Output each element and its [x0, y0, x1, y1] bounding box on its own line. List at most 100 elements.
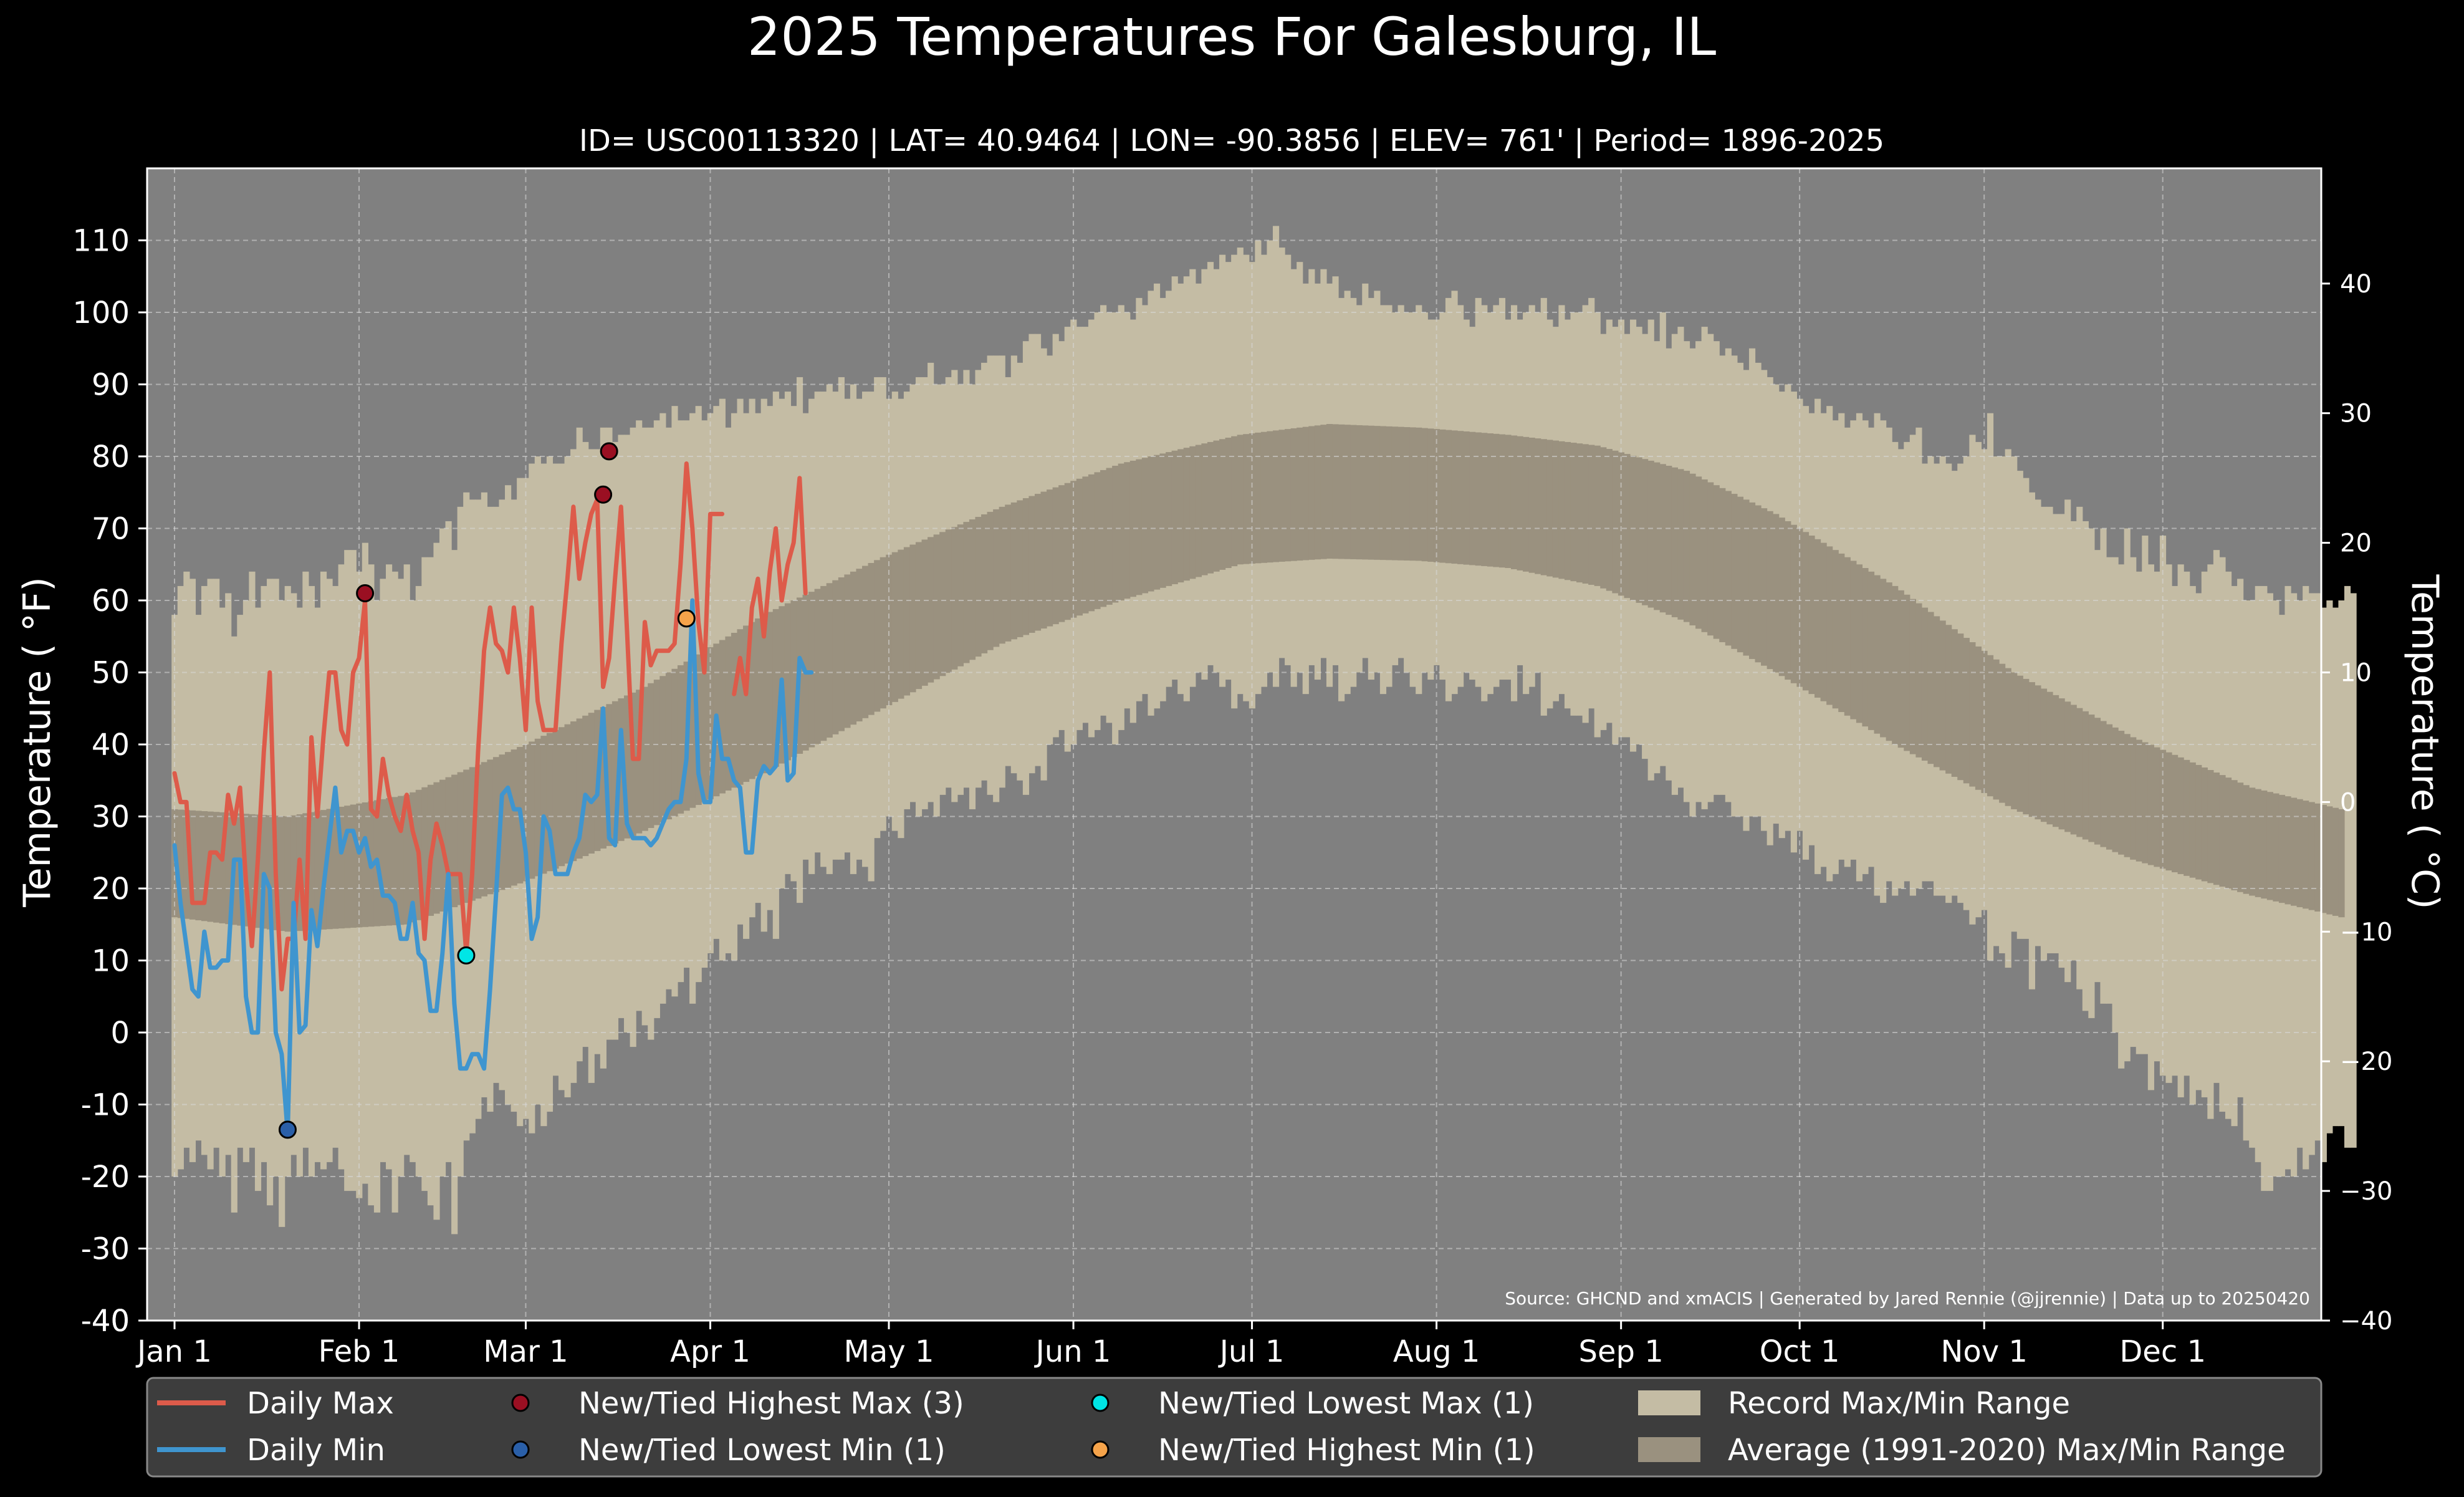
y-tick-label-left: 60 [92, 584, 130, 619]
normal-range-bar [1701, 479, 1708, 632]
normal-range-bar [909, 544, 916, 693]
y-tick-label-left: -10 [81, 1088, 130, 1123]
normal-range-bar [1308, 426, 1315, 560]
normal-range-bar [1094, 472, 1101, 609]
normal-range-bar [189, 810, 196, 920]
normal-range-bar [1255, 432, 1262, 564]
normal-range-bar [1469, 431, 1476, 566]
normal-range-bar [1558, 441, 1565, 579]
normal-range-bar [558, 727, 565, 867]
normal-range-bar [826, 583, 833, 738]
normal-range-bar [1642, 459, 1649, 605]
x-tick-label: Jan 1 [135, 1334, 212, 1369]
legend-box [146, 1377, 2323, 1478]
y-tick-label-left: 90 [92, 368, 130, 403]
record-marker [600, 442, 618, 461]
normal-range-bar [2213, 773, 2220, 885]
record-marker [457, 946, 476, 965]
normal-range-bar [951, 527, 958, 670]
normal-range-bar [891, 552, 898, 702]
normal-range-bar [1034, 494, 1042, 631]
normal-range-bar [636, 690, 643, 834]
normal-range-bar [2016, 675, 2023, 812]
normal-range-bar [1862, 568, 1869, 727]
normal-range-bar [1951, 629, 1958, 777]
normal-range-bar [1695, 476, 1702, 629]
normal-range-bar [760, 615, 767, 774]
normal-range-bar [1767, 511, 1773, 670]
normal-range-bar [403, 794, 410, 925]
normal-range-bar [2195, 764, 2202, 880]
normal-range-bar [659, 676, 666, 822]
y-tick-label-right: 30 [2340, 400, 2372, 428]
normal-range-bar [582, 715, 589, 857]
chart-subtitle: ID= USC00113320 | LAT= 40.9464 | LON= -9… [579, 123, 1884, 158]
normal-range-bar [886, 554, 893, 706]
normal-range-bar [1564, 441, 1571, 580]
normal-range-bar [1207, 441, 1214, 574]
y-tick-label-left: 80 [92, 440, 130, 474]
normal-range-bar [2136, 739, 2142, 862]
normal-range-bar [2154, 747, 2160, 867]
y-axis-label-left: Temperature ( °F) [16, 577, 59, 908]
normal-range-bar [862, 566, 869, 718]
normal-range-bar [2237, 782, 2244, 892]
normal-range-bar [832, 580, 839, 734]
normal-range-bar [1022, 498, 1030, 635]
normal-range-bar [1362, 425, 1369, 560]
normal-range-bar [1636, 457, 1642, 603]
normal-range-bar [1148, 456, 1154, 592]
normal-range-bar [1999, 663, 2006, 803]
normal-range-bar [1939, 620, 1946, 771]
normal-range-bar [2088, 715, 2095, 842]
normal-range-bar [1654, 462, 1661, 610]
y-tick-label-left: -30 [81, 1232, 130, 1267]
normal-range-bar [2332, 807, 2339, 916]
normal-range-bar [195, 811, 202, 921]
normal-range-bar [999, 506, 1005, 644]
normal-range-bar [522, 744, 529, 882]
normal-range-bar [731, 632, 738, 788]
normal-range-bar [2184, 759, 2190, 876]
normal-range-bar [915, 542, 923, 690]
normal-range-bar [2231, 780, 2238, 890]
normal-range-bar [1880, 579, 1887, 738]
normal-range-bar [1993, 659, 2000, 800]
normal-range-bar [1088, 474, 1095, 612]
normal-range-bar [969, 519, 976, 660]
normal-range-bar [511, 749, 517, 886]
normal-range-bar [326, 809, 333, 930]
normal-range-bar [2070, 705, 2077, 835]
x-tick-label: Oct 1 [1760, 1334, 1840, 1369]
normal-range-bar [1249, 433, 1255, 564]
normal-range-bar [1874, 575, 1881, 734]
normal-range-bar [249, 814, 256, 927]
normal-range-bar [856, 569, 863, 722]
normal-range-bar [2023, 678, 2030, 815]
normal-range-bar [874, 560, 881, 712]
normal-range-bar [1582, 444, 1589, 584]
record-marker [356, 584, 375, 602]
normal-range-bar [1445, 430, 1452, 564]
normal-range-bar [1737, 496, 1744, 653]
normal-range-bar [552, 729, 559, 869]
normal-range-bar [1689, 473, 1696, 626]
legend-swatch-marker [1091, 1440, 1110, 1459]
normal-range-bar [814, 589, 821, 744]
normal-range-bar [2106, 724, 2113, 850]
normal-range-bar [749, 622, 755, 779]
normal-range-bar [505, 752, 512, 888]
normal-range-bar [2189, 762, 2196, 878]
normal-range-bar [1260, 431, 1268, 563]
normal-range-bar [1201, 443, 1208, 575]
normal-range-bar [1761, 508, 1768, 666]
normal-range-bar [624, 695, 631, 839]
normal-range-bar [2314, 803, 2321, 912]
normal-range-bar [2058, 698, 2065, 830]
normal-range-bar [945, 529, 952, 673]
normal-range-bar [1177, 449, 1184, 583]
normal-range-bar [534, 738, 541, 877]
normal-range-bar [1404, 427, 1411, 561]
normal-range-bar [1124, 462, 1131, 599]
normal-range-bar [1302, 426, 1309, 561]
